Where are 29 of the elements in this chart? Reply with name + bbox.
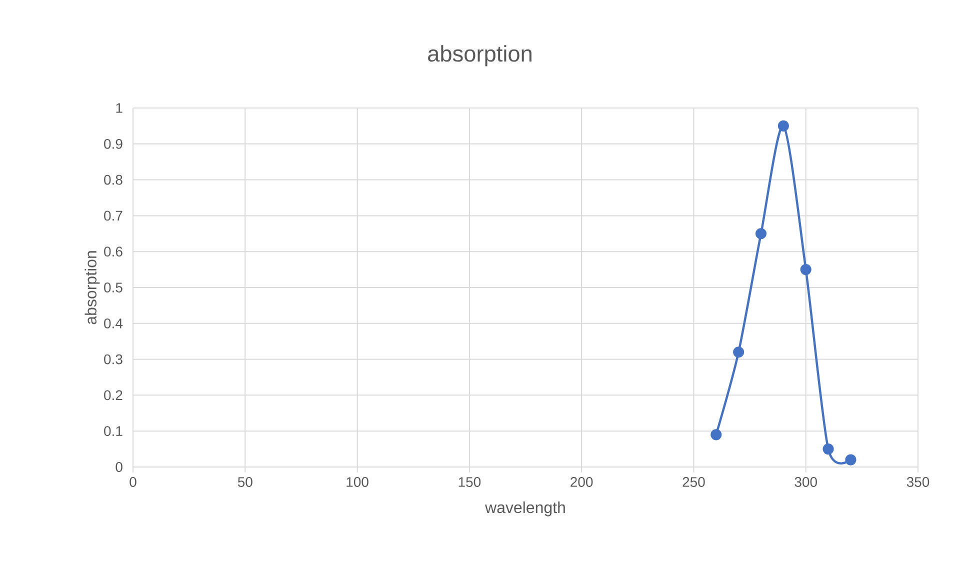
x-tick-label: 150 [458, 477, 481, 487]
point [733, 346, 744, 358]
y-tick-label: 0 [116, 462, 122, 472]
y-tick-label: 0.1 [104, 426, 122, 436]
point [800, 264, 812, 276]
y-tick-label: 0.3 [104, 354, 122, 364]
y-tick-label: 0.5 [104, 282, 122, 292]
x-tick-label: 0 [130, 477, 136, 487]
y-axis-title: absorption [84, 251, 100, 324]
x-tick-label: 200 [570, 477, 593, 487]
point [710, 429, 722, 440]
point [822, 444, 834, 455]
chart-title: absorption [428, 45, 532, 66]
y-tick-label: 1 [116, 103, 122, 113]
y-tick-label: 0.9 [104, 138, 122, 149]
point [755, 228, 767, 240]
y-tick-label: 0.2 [104, 390, 122, 400]
y-tick-label: 0.4 [104, 318, 123, 328]
x-tick-label: 100 [346, 477, 368, 487]
point [778, 120, 789, 132]
y-tick-label: 0.8 [104, 174, 122, 185]
x-axis-title: wavelength [485, 501, 565, 516]
y-tick-label: 0.7 [104, 210, 122, 221]
x-tick-label: 250 [682, 477, 705, 487]
y-tick-label: 0.6 [104, 246, 122, 257]
point [845, 454, 856, 466]
x-tick-label: 50 [238, 477, 252, 487]
x-tick-label: 350 [906, 477, 930, 487]
x-tick-label: 300 [794, 477, 817, 487]
